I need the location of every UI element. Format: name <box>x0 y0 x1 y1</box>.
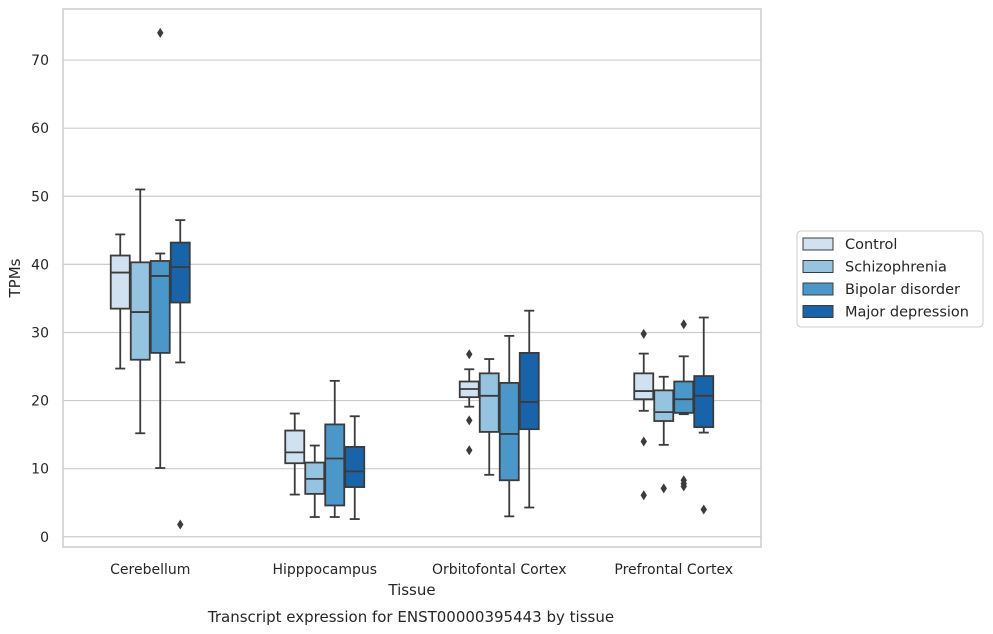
box-bipolar-disorder-2 <box>498 334 520 518</box>
box-iqr <box>344 445 366 488</box>
box-iqr <box>149 260 171 354</box>
x-axis-ticks: Cerebellum Hipppocampus Orbitofontal Corte… <box>110 562 733 578</box>
y-tick-label: 70 <box>31 53 49 69</box>
box-schizophrenia-1 <box>304 444 326 518</box>
y-tick-label: 40 <box>31 257 49 273</box>
y-tick-label: 0 <box>40 530 49 546</box>
box-bipolar-disorder-3 <box>673 319 695 492</box>
box-iqr <box>109 254 131 310</box>
figure-caption: Transcript expression for ENST0000039544… <box>207 608 614 626</box>
x-tick-label: Prefrontal Cortex <box>614 562 733 578</box>
box-schizophrenia-0 <box>129 188 151 435</box>
outlier-point <box>157 27 164 38</box>
box-major-depression-1 <box>344 415 366 520</box>
box-iqr <box>498 381 520 482</box>
outlier-point <box>640 490 647 501</box>
box-iqr <box>129 261 151 361</box>
legend-swatch <box>802 282 834 296</box>
outlier-point <box>177 519 184 530</box>
box-control-1 <box>284 412 306 496</box>
legend-label: Bipolar disorder <box>845 282 960 298</box>
legend-swatch <box>802 237 834 251</box>
y-tick-label: 30 <box>31 325 49 341</box>
legend-label: Major depression <box>845 305 969 321</box>
legend-label: Schizophrenia <box>845 260 947 276</box>
box-major-depression-3 <box>693 316 715 515</box>
box-control-2 <box>458 349 480 456</box>
box-bipolar-disorder-0 <box>149 27 171 469</box>
box-iqr <box>518 352 540 431</box>
legend: Control Schizophrenia Bipolar disorder Majo… <box>796 230 984 328</box>
outlier-point <box>466 415 473 426</box>
x-axis-label: Tissue <box>387 581 435 599</box>
x-tick-label: Cerebellum <box>110 562 190 578</box>
x-tick-label: Hipppocampus <box>272 562 377 578</box>
box-iqr <box>478 372 500 433</box>
box-control-3 <box>633 328 655 501</box>
legend-label: Control <box>845 237 897 253</box>
outlier-point <box>466 349 473 360</box>
y-axis-ticks: 0 10 20 30 40 50 60 70 <box>31 53 49 546</box>
box-iqr <box>633 372 655 401</box>
box-control-0 <box>109 233 131 370</box>
y-tick-label: 20 <box>31 394 49 410</box>
x-tick-label: Orbitofontal Cortex <box>432 562 567 578</box>
box-bipolar-disorder-1 <box>324 379 346 518</box>
box-iqr <box>673 380 695 414</box>
outlier-point <box>466 445 473 456</box>
outlier-point <box>640 436 647 447</box>
legend-swatch <box>802 305 834 318</box>
box-iqr <box>653 389 675 422</box>
box-major-depression-0 <box>169 219 191 530</box>
plot-area-frame <box>62 8 762 548</box>
y-tick-label: 10 <box>31 462 49 478</box>
outlier-point <box>640 328 647 339</box>
box-plot-layer <box>109 27 715 530</box>
y-tick-label: 50 <box>31 189 49 205</box>
y-tick-label: 60 <box>31 121 49 137</box>
box-iqr <box>693 375 715 429</box>
outlier-point <box>680 319 687 330</box>
box-iqr <box>284 429 306 465</box>
box-schizophrenia-3 <box>653 375 675 494</box>
legend-swatch <box>802 260 834 273</box>
outlier-point <box>700 504 707 515</box>
legend-frame <box>796 230 984 328</box>
outlier-point <box>660 483 667 494</box>
y-axis-label: TPMs <box>6 258 24 298</box>
box-iqr <box>324 423 346 507</box>
box-iqr <box>169 241 191 304</box>
outlier-point <box>680 481 687 492</box>
box-schizophrenia-2 <box>478 358 500 476</box>
box-major-depression-2 <box>518 309 540 509</box>
